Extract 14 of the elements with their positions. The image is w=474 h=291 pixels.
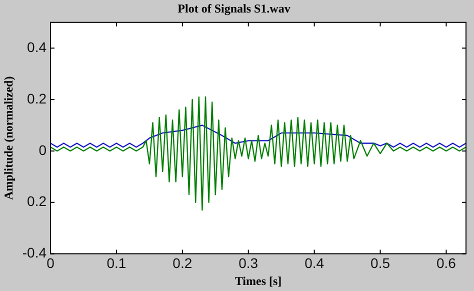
y-tick-label: -0.4: [22, 244, 47, 261]
y-tick-label: 0.2: [27, 90, 47, 106]
y-tick-label: 0.4: [27, 38, 47, 55]
y-axis-title: Amplitude (normalized): [1, 76, 16, 200]
x-tick-label: 0.3: [238, 255, 258, 272]
x-axis-title: Times [s]: [234, 274, 282, 288]
x-tick-label: 0.4: [304, 255, 324, 272]
x-tick-label: 0.6: [436, 255, 456, 272]
chart-title: Plot of Signals S1.wav: [178, 1, 290, 16]
y-tick-label: 0: [38, 142, 47, 158]
x-tick-label: 0.1: [106, 255, 126, 272]
x-tick-label: 0.2: [172, 255, 192, 272]
y-tick-label: 0.2: [27, 193, 47, 210]
x-tick-label: 0.5: [370, 255, 390, 272]
